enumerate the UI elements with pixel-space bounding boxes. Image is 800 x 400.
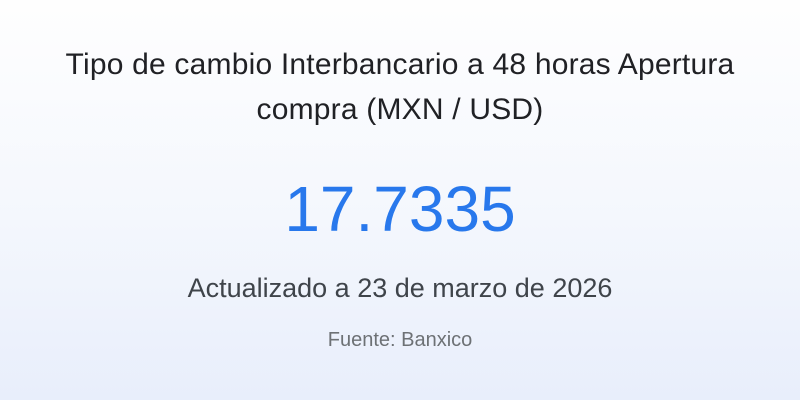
source-attribution: Fuente: Banxico xyxy=(327,329,473,351)
exchange-rate-value: 17.7335 xyxy=(284,173,516,245)
widget-title: Tipo de cambio Interbancario a 48 horas … xyxy=(65,48,735,126)
last-updated-text: Actualizado a 23 de marzo de 2026 xyxy=(187,273,613,303)
